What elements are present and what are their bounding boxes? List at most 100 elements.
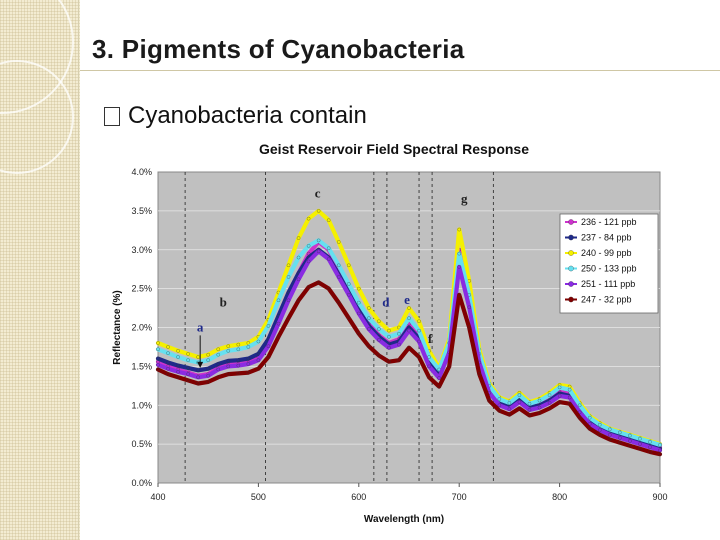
- data-point: [387, 345, 391, 350]
- data-point: [497, 397, 502, 401]
- data-point: [537, 411, 542, 415]
- data-point: [186, 352, 190, 356]
- data-point: [306, 259, 311, 264]
- data-point: [357, 286, 361, 291]
- data-point: [166, 360, 170, 365]
- data-point: [196, 355, 200, 359]
- data-point: [156, 341, 160, 345]
- data-point: [527, 408, 532, 412]
- legend-box: [559, 213, 659, 314]
- y-tick-label: 1.5%: [131, 361, 152, 371]
- data-point: [316, 238, 321, 243]
- data-point: [236, 371, 241, 376]
- data-point: [437, 384, 441, 389]
- data-point: [547, 393, 552, 397]
- data-point: [166, 366, 170, 371]
- y-tick-label: 1.0%: [131, 400, 152, 410]
- data-point: [417, 319, 421, 324]
- data-point: [457, 293, 461, 297]
- data-point: [598, 422, 602, 427]
- data-point: [206, 366, 210, 371]
- data-point: [648, 440, 652, 444]
- y-tick-label: 0.0%: [131, 478, 152, 488]
- data-point: [206, 352, 210, 357]
- data-point: [156, 367, 160, 372]
- side-divider: [78, 0, 79, 540]
- data-point: [628, 433, 632, 438]
- chart-title: Geist Reservoir Field Spectral Response: [259, 141, 529, 157]
- data-point: [648, 445, 652, 449]
- data-point: [226, 364, 231, 369]
- y-axis-label: Reflectance (%): [112, 290, 123, 364]
- data-point: [236, 358, 241, 362]
- data-point: [156, 363, 160, 367]
- slide-title: 3. Pigments of Cyanobacteria: [92, 34, 465, 64]
- data-point: [397, 331, 401, 336]
- data-point: [216, 352, 220, 357]
- data-point: [487, 398, 492, 403]
- data-point: [176, 363, 180, 368]
- data-point: [397, 342, 401, 347]
- data-point: [567, 395, 572, 400]
- data-point: [246, 356, 251, 361]
- data-point: [166, 372, 170, 376]
- data-point: [347, 316, 351, 320]
- legend-swatch-marker: [568, 281, 574, 287]
- y-tick-label: 2.0%: [131, 323, 152, 333]
- data-point: [618, 436, 622, 440]
- data-point: [467, 305, 471, 310]
- data-point: [397, 358, 401, 362]
- annotation-a: a: [197, 319, 204, 334]
- data-point: [587, 426, 592, 431]
- data-point: [256, 339, 261, 344]
- data-point: [156, 356, 160, 361]
- data-point: [186, 372, 190, 376]
- data-point: [517, 406, 522, 411]
- y-tick-label: 0.5%: [131, 439, 152, 449]
- data-point: [186, 378, 190, 383]
- data-point: [527, 413, 532, 418]
- data-point: [547, 406, 552, 411]
- data-point: [517, 400, 522, 404]
- data-point: [296, 277, 301, 282]
- data-point: [467, 325, 471, 330]
- data-point: [407, 306, 411, 310]
- data-point: [367, 316, 371, 320]
- data-point: [377, 338, 381, 342]
- series-3: [155, 238, 663, 447]
- data-point: [347, 263, 351, 268]
- data-point: [286, 298, 291, 303]
- data-point: [638, 442, 642, 446]
- data-point: [226, 359, 231, 363]
- x-tick-label: 600: [351, 492, 366, 502]
- x-tick-label: 900: [652, 492, 667, 502]
- data-point: [336, 300, 341, 305]
- data-point: [296, 298, 301, 303]
- data-point: [357, 311, 361, 316]
- data-point: [628, 439, 632, 443]
- data-point: [176, 355, 180, 359]
- data-point: [567, 401, 572, 406]
- data-point: [367, 327, 371, 331]
- data-point: [608, 433, 612, 437]
- data-point: [286, 316, 291, 320]
- data-point: [326, 246, 331, 250]
- data-point: [216, 375, 220, 380]
- data-point: [186, 358, 190, 362]
- data-point: [507, 401, 512, 405]
- data-point: [326, 257, 331, 261]
- data-point: [226, 372, 231, 376]
- data-point: [316, 249, 321, 254]
- data-point: [206, 373, 210, 378]
- data-point: [266, 324, 271, 328]
- data-point: [236, 347, 241, 352]
- data-point: [186, 366, 190, 370]
- data-point: [557, 385, 562, 390]
- data-point: [196, 375, 200, 380]
- data-point: [598, 433, 602, 437]
- data-point: [266, 355, 271, 359]
- data-point: [387, 335, 391, 339]
- legend-swatch-marker: [568, 250, 574, 256]
- data-point: [266, 344, 271, 348]
